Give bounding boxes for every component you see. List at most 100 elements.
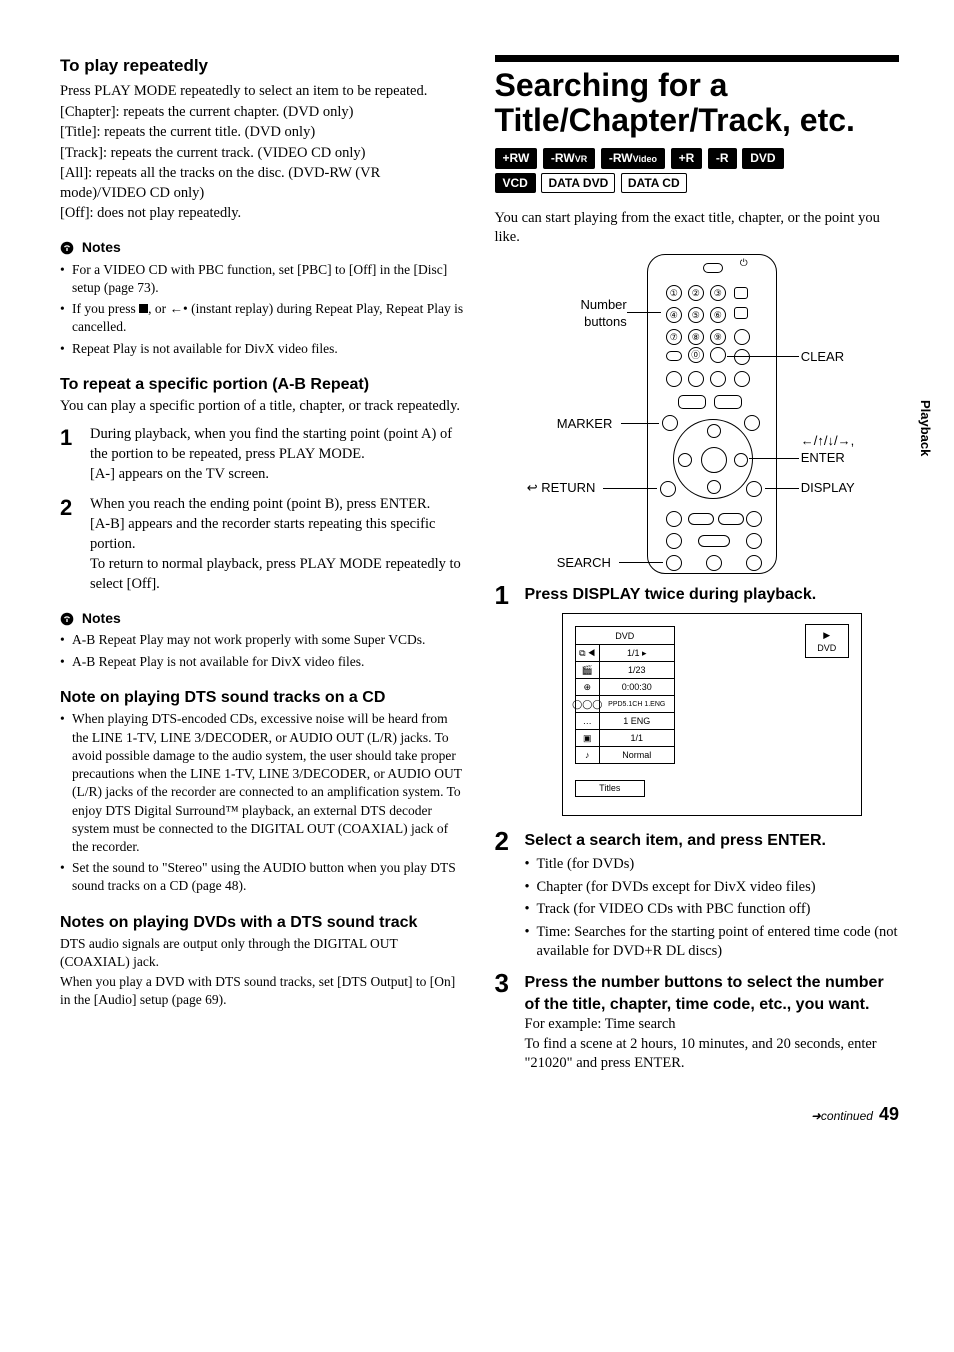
osd-disc-icon: ▶DVD	[805, 624, 849, 658]
label-number-buttons: Number buttons	[547, 296, 627, 331]
pill-button-icon	[688, 513, 714, 525]
label-marker: MARKER	[557, 415, 613, 433]
num-button-icon: ③	[710, 285, 726, 301]
dpad-icon	[673, 419, 753, 499]
osd-row: ◯◯◯PPD5.1CH 1.ENG	[576, 695, 674, 712]
note-item: Repeat Play is not available for DivX vi…	[60, 340, 465, 358]
button-icon	[744, 415, 760, 431]
para: [Chapter]: repeats the current chapter. …	[60, 103, 465, 123]
button-icon	[666, 371, 682, 387]
search-item: Track (for VIDEO CDs with PBC function o…	[525, 900, 900, 920]
page-number: 49	[879, 1102, 899, 1126]
dts-cd-list: When playing DTS-encoded CDs, excessive …	[60, 710, 465, 895]
tag: -RWVideo	[601, 148, 665, 168]
marker-button-icon	[662, 415, 678, 431]
button-icon	[734, 349, 750, 365]
step-heading: Press the number buttons to select the n…	[525, 972, 900, 1015]
button-icon	[666, 533, 682, 549]
para: [Track]: repeats the current track. (VID…	[60, 144, 465, 164]
minus-icon	[734, 307, 748, 319]
heading-dts-dvd: Notes on playing DVDs with a DTS sound t…	[60, 912, 465, 934]
num-button-icon: ⑨	[710, 329, 726, 345]
num-button-icon: ⑥	[710, 307, 726, 323]
remote-outline: ⏻ ① ② ③ ④ ⑤ ⑥ ⑦ ⑧ ⑨ ⓪	[647, 254, 777, 574]
step: 1 During playback, when you find the sta…	[60, 425, 465, 485]
enter-button-icon	[701, 447, 727, 473]
media-tags: +RW -RWVR -RWVideo +R -R DVD VCD DATA DV…	[495, 148, 900, 196]
tag: +R	[671, 148, 703, 168]
heading-play-repeatedly: To play repeatedly	[60, 55, 465, 78]
button-icon	[746, 533, 762, 549]
step-number: 1	[60, 423, 72, 453]
arrow-up-icon	[707, 424, 721, 438]
step-heading: Select a search item, and press ENTER.	[525, 830, 900, 852]
side-tab: Playback	[916, 400, 934, 456]
notes-list: For a VIDEO CD with PBC function, set [P…	[60, 261, 465, 358]
tag: DVD	[742, 148, 783, 168]
search-item: Title (for DVDs)	[525, 855, 900, 875]
arrow-left-icon	[678, 453, 692, 467]
osd-icon: ◯◯◯	[576, 696, 600, 712]
para: You can play a specific portion of a tit…	[60, 397, 465, 417]
osd-panel: DVD ⧉ ◀1/1 ▸ 🎬1/23 ⊕0:00:30 ◯◯◯PPD5.1CH …	[575, 626, 675, 764]
para: DTS audio signals are output only throug…	[60, 935, 465, 971]
search-button-icon	[666, 555, 682, 571]
label-clear: CLEAR	[801, 348, 844, 366]
button-icon	[734, 371, 750, 387]
num-button-icon: ⑤	[688, 307, 704, 323]
button-icon	[688, 371, 704, 387]
small-button-icon	[666, 351, 682, 361]
search-items: Title (for DVDs) Chapter (for DVDs excep…	[525, 855, 900, 962]
para: Press PLAY MODE repeatedly to select an …	[60, 82, 465, 102]
num-button-icon: ②	[688, 285, 704, 301]
button-icon	[666, 511, 682, 527]
osd-titles-button: Titles	[575, 780, 645, 796]
note-item: For a VIDEO CD with PBC function, set [P…	[60, 261, 465, 297]
left-column: To play repeatedly Press PLAY MODE repea…	[60, 55, 465, 1084]
stop-icon	[139, 304, 148, 313]
step-number: 2	[60, 493, 72, 523]
num-button-icon: ⓪	[688, 347, 704, 363]
tag: DATA DVD	[541, 173, 615, 193]
step-text: [A-] appears on the TV screen.	[90, 465, 465, 485]
note-item: A-B Repeat Play is not available for Div…	[60, 653, 465, 671]
warning-icon	[60, 241, 74, 255]
label-display: DISPLAY	[801, 479, 855, 497]
para: You can start playing from the exact tit…	[495, 209, 900, 248]
step-heading: Press DISPLAY twice during playback.	[525, 584, 900, 606]
tag: -RWVR	[543, 148, 595, 168]
return-button-icon	[660, 481, 676, 497]
rect-button-icon	[678, 395, 706, 409]
page-footer: ➜continued 49	[60, 1102, 899, 1126]
para: For example: Time search	[525, 1015, 900, 1035]
button-icon	[710, 371, 726, 387]
tag: VCD	[495, 173, 536, 193]
tag: +RW	[495, 148, 538, 168]
para: [All]: repeats all the tracks on the dis…	[60, 164, 465, 203]
button-icon	[706, 555, 722, 571]
label-search: SEARCH	[557, 554, 611, 572]
notes-heading: Notes	[60, 609, 465, 628]
para: [Off]: does not play repeatedly.	[60, 204, 465, 224]
osd-icon: …	[576, 713, 600, 729]
para: To find a scene at 2 hours, 10 minutes, …	[525, 1035, 900, 1074]
notes-list: A-B Repeat Play may not work properly wi…	[60, 631, 465, 670]
ab-steps: 1 During playback, when you find the sta…	[60, 425, 465, 595]
arrow-down-icon	[707, 480, 721, 494]
step-text: To return to normal playback, press PLAY…	[90, 555, 465, 594]
rect-button-icon	[714, 395, 742, 409]
heading-ab-repeat: To repeat a specific portion (A-B Repeat…	[60, 374, 465, 396]
tag: -R	[708, 148, 737, 168]
osd-screenshot: ▶DVD DVD ⧉ ◀1/1 ▸ 🎬1/23 ⊕0:00:30 ◯◯◯PPD5…	[562, 613, 862, 815]
step-number: 2	[495, 824, 509, 859]
search-steps: 1 Press DISPLAY twice during playback. ▶…	[495, 584, 900, 1074]
power-icon: ⏻	[740, 257, 748, 271]
osd-icon: ⊕	[576, 679, 600, 695]
note-item: When playing DTS-encoded CDs, excessive …	[60, 710, 465, 856]
para: [Title]: repeats the current title. (DVD…	[60, 123, 465, 143]
note-item: If you press , or ←• (instant replay) du…	[60, 300, 465, 336]
right-column: Searching for a Title/Chapter/Track, etc…	[495, 55, 900, 1084]
osd-row: DVD	[576, 627, 674, 644]
num-button-icon: ④	[666, 307, 682, 323]
step: 1 Press DISPLAY twice during playback. ▶…	[495, 584, 900, 816]
